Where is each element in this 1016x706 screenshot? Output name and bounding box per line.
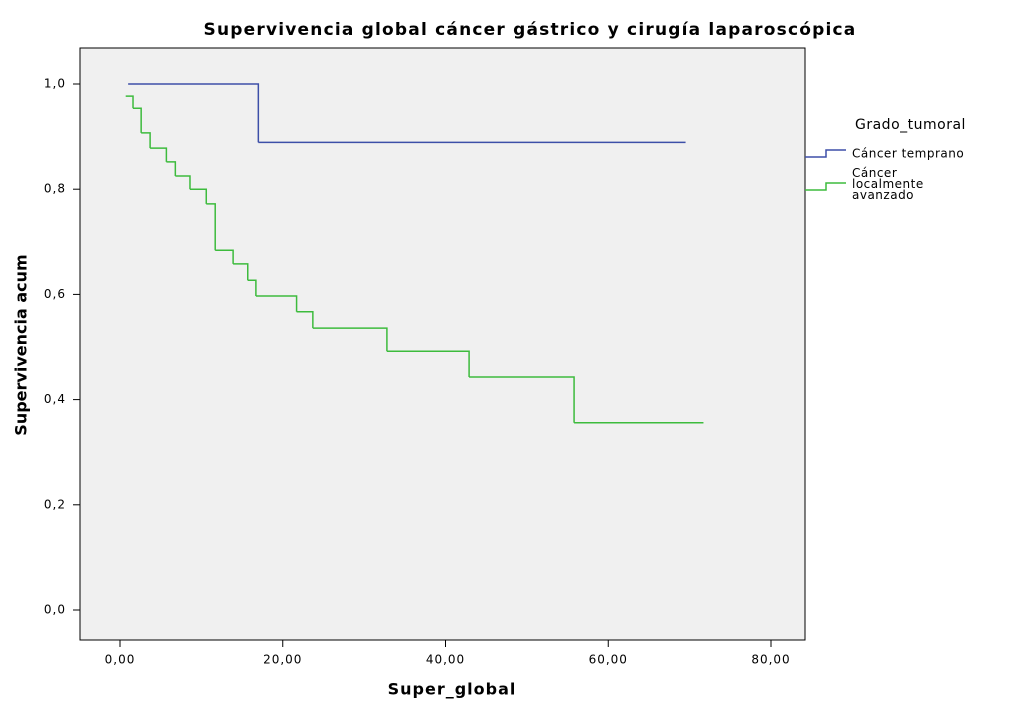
y-tick-label: 0,2 — [44, 497, 66, 511]
legend-label: Cáncer localmente avanzado — [852, 166, 924, 202]
y-tick-label: 0,0 — [44, 603, 66, 617]
x-tick-label: 40,00 — [426, 653, 465, 667]
survival-step — [469, 376, 575, 423]
survival-step — [386, 350, 470, 377]
survival-step — [125, 95, 134, 109]
y-axis-label: Supervivencia acum — [12, 254, 31, 435]
chart-title: Supervivencia global cáncer gástrico y c… — [204, 20, 857, 40]
y-tick-label: 1,0 — [44, 77, 66, 91]
survival-step — [233, 263, 249, 281]
survival-step — [166, 161, 177, 177]
survival-step — [255, 295, 298, 312]
survival-step — [128, 83, 260, 143]
survival-step — [141, 132, 151, 149]
x-tick-label: 60,00 — [589, 653, 628, 667]
legend-swatch — [805, 149, 846, 158]
x-tick-label: 0,00 — [105, 653, 136, 667]
x-axis-label: Super_global — [388, 680, 517, 699]
x-tick-label: 20,00 — [263, 653, 302, 667]
plot-area — [79, 47, 806, 641]
legend-title: Grado_tumoral — [855, 117, 966, 133]
survival-step — [133, 107, 142, 133]
y-tick-label: 0,4 — [44, 392, 66, 406]
x-tick-label: 80,00 — [751, 653, 790, 667]
survival-step — [247, 279, 257, 296]
legend-swatch — [805, 182, 846, 191]
survival-step — [206, 203, 216, 251]
survival-step — [175, 175, 191, 190]
survival-step — [215, 249, 234, 264]
y-tick-label: 0,6 — [44, 287, 66, 301]
survival-step — [296, 311, 314, 329]
survival-step — [312, 327, 388, 352]
survival-step — [189, 188, 208, 204]
legend-label: Cáncer temprano — [852, 147, 964, 161]
survival-step — [150, 147, 168, 162]
y-tick-label: 0,8 — [44, 182, 66, 196]
